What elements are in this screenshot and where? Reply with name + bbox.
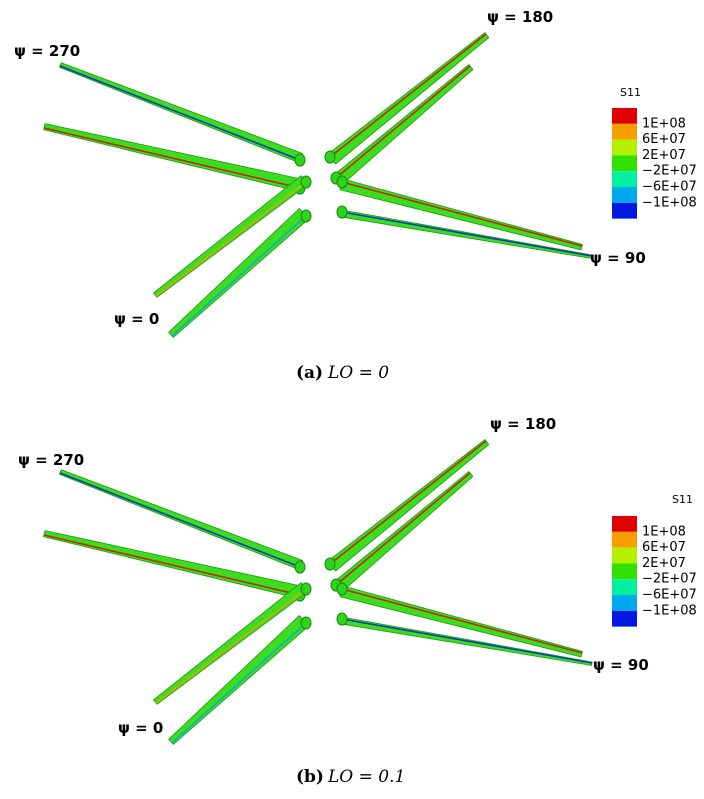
- blade: [334, 65, 473, 185]
- hub-cap: [337, 583, 347, 595]
- legend-swatch: [612, 548, 637, 564]
- hub-cap: [301, 583, 311, 595]
- legend-label: −6E+07: [642, 588, 697, 603]
- caption-text: LO = 0.1: [327, 767, 405, 787]
- blade-stripe: [336, 473, 470, 585]
- blade: [334, 472, 473, 592]
- figure: ψ = 180ψ = 270ψ = 90ψ = 0S111E+086E+072E…: [0, 0, 704, 799]
- hub-cap: [295, 154, 305, 166]
- hub-cap: [337, 613, 347, 625]
- blade-stripe: [336, 66, 470, 178]
- page: {"panels": [ {"psi_labels": ["ψ = 180", …: [0, 0, 704, 799]
- psi-label: ψ = 180: [490, 415, 556, 433]
- caption-tag: (b): [296, 767, 324, 787]
- legend-label: 1E+08: [642, 524, 686, 539]
- legend-swatch: [612, 516, 637, 532]
- legend-swatch: [612, 532, 637, 548]
- hub-cap: [301, 176, 311, 188]
- legend-label: 2E+07: [642, 556, 686, 571]
- blade: [328, 440, 489, 571]
- psi-label: ψ = 270: [18, 451, 84, 469]
- legend-label: −6E+07: [642, 180, 697, 195]
- panel: ψ = 180 ψ = 270 ψ = 90 ψ = 0 S11 1E+086E+072E…: [14, 8, 697, 383]
- legend-swatch: [612, 611, 637, 627]
- hub-cap: [325, 151, 335, 163]
- legend-swatch: [612, 187, 637, 203]
- psi-label: ψ = 90: [590, 249, 646, 267]
- psi-label: ψ = 0: [118, 719, 163, 737]
- hub-cap: [295, 561, 305, 573]
- psi-label: ψ = 270: [14, 42, 80, 60]
- legend-swatch: [612, 595, 637, 611]
- legend-label: 1E+08: [642, 116, 686, 131]
- blade: [328, 33, 489, 164]
- psi-label: ψ = 90: [593, 656, 649, 674]
- legend-swatch: [612, 140, 637, 156]
- hub-cap: [301, 617, 311, 629]
- hub-cap: [325, 558, 335, 570]
- hub-cap: [337, 176, 347, 188]
- blade-stripe: [44, 128, 300, 188]
- legend-label: 6E+07: [642, 132, 686, 147]
- legend-swatch: [612, 203, 637, 219]
- legend-swatch: [612, 579, 637, 595]
- psi-label: ψ = 0: [114, 310, 159, 328]
- caption-tag: (a): [296, 363, 323, 383]
- psi-label: ψ = 180: [487, 8, 553, 26]
- legend-label: 6E+07: [642, 540, 686, 555]
- caption-text: LO = 0: [327, 363, 389, 383]
- hub-cap: [301, 210, 311, 222]
- legend-swatch: [612, 108, 637, 124]
- legend-swatch: [612, 563, 637, 579]
- blade-stripe: [60, 66, 300, 160]
- legend-label: −2E+07: [642, 572, 697, 587]
- legend-label: −2E+07: [642, 164, 697, 179]
- legend-title: S11: [672, 493, 693, 506]
- legend-label: −1E+08: [642, 603, 697, 618]
- blade-stripe: [44, 535, 300, 595]
- blade-stripe: [330, 34, 486, 157]
- legend-swatch: [612, 155, 637, 171]
- hub-cap: [337, 206, 347, 218]
- blade-stripe: [60, 473, 300, 567]
- legend-label: 2E+07: [642, 148, 686, 163]
- legend-swatch: [612, 124, 637, 140]
- blade-stripe: [330, 441, 486, 564]
- panel: ψ = 180 ψ = 270 ψ = 90 ψ = 0 S11 1E+086E+072E…: [18, 415, 697, 787]
- legend-label: −1E+08: [642, 195, 697, 210]
- legend-title: S11: [620, 86, 641, 99]
- legend-swatch: [612, 171, 637, 187]
